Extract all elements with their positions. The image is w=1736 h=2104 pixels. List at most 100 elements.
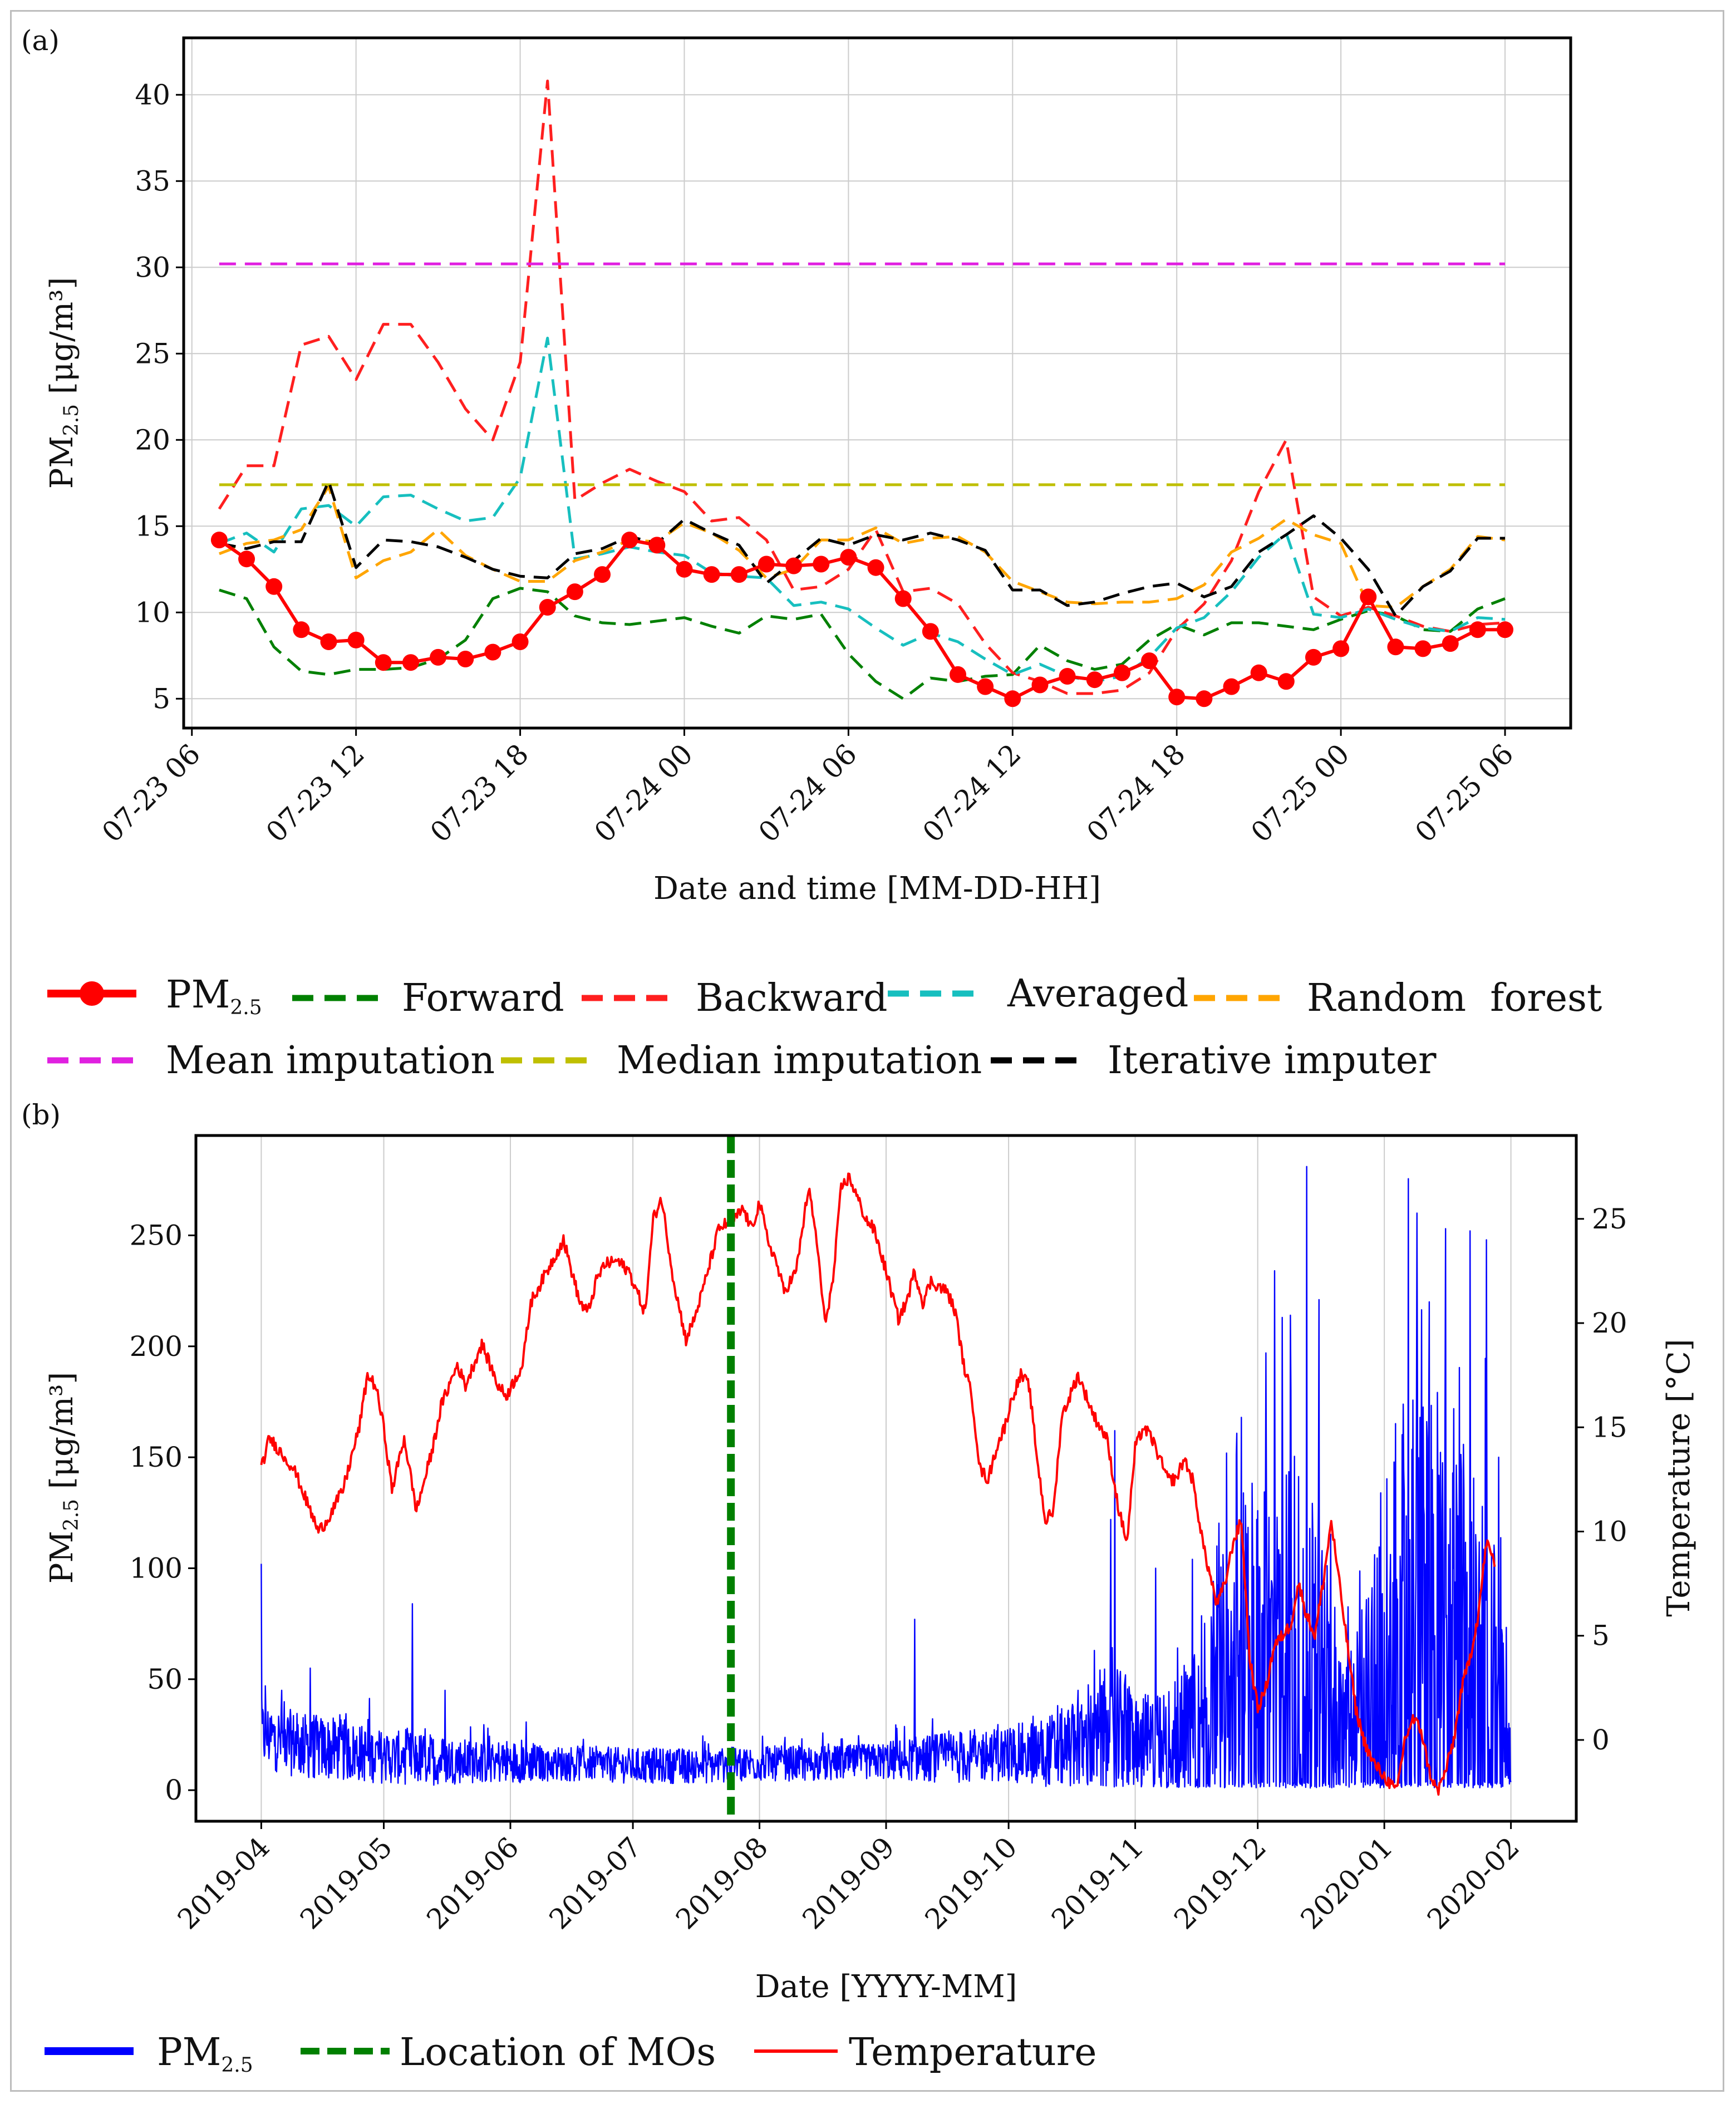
panel-b-x-tick-label: 2019-05 [294,1831,399,1935]
panel-b-x-label: Date [YYYY-MM] [755,1969,1017,2005]
legend-a-pm-marker [80,981,104,1006]
panel-b-left-y-tick-label: 200 [130,1330,183,1363]
panel-a-series [210,80,1514,707]
panel-a-pm-point [1141,652,1158,670]
panel-a-pm-point [813,556,830,573]
panel-a-pm-point [512,633,529,650]
figure-frame [10,10,1724,2092]
panel-b-right-y-tick-label: 20 [1592,1307,1627,1339]
panel-a-pm-point [402,654,419,671]
panel-a-pm-point [840,549,857,566]
panel-a-pm-point [676,561,693,578]
legend-a-averaged-label: Averaged [1007,972,1188,1016]
legend-b-temp-label: Temperature [849,2031,1097,2074]
panel-b-y-label-right: Temperature [°C] [1661,1339,1697,1616]
panel-a-x-tick-label: 07-24 18 [1081,738,1192,848]
panel-b-grid [260,1135,1512,1821]
legend-a-pm-label: PM2.5 [166,973,262,1019]
panel-a-series-forward [219,587,1506,700]
panel-b-left-y-tick-label: 150 [130,1441,183,1473]
panel-a-pm-point [594,566,611,583]
legend-a-forward: Forward [292,976,564,1020]
panel-a-pm-point [347,631,365,648]
panel-b-series [260,1135,1512,1821]
panel-a-pm-point [1414,640,1432,657]
panel-b-x-tick-label: 2020-02 [1421,1831,1526,1935]
panel-a-x-tick-label: 07-24 06 [753,738,863,848]
panel-a-x-ticks: 07-23 06 07-23 12 07-23 18 07-24 00 07-24 06… [96,728,1520,849]
panel-a-x-tick-label: 07-24 00 [588,738,699,848]
panel-a-pm-point [1031,676,1049,694]
legend-b-pm-label: PM2.5 [157,2031,253,2077]
panel-a-pm-point [922,623,939,640]
panel-a-pm-point [1387,638,1404,656]
panel-a-pm-point [375,654,392,671]
panel-b-x-tick-label: 2020-01 [1295,1831,1399,1935]
panel-a-y-tick-label: 35 [135,165,170,197]
panel-a-y-tick-label: 10 [135,596,170,628]
panel-a-series-backward [218,80,1506,695]
panel-b-right-y-tick-label: 25 [1592,1203,1627,1235]
legend-a-median: Median imputation [501,1039,982,1083]
panel-a-pm-point [210,532,228,549]
panel-b-x-ticks: 2019-04 2019-05 2019-06 2019-07 2019-08 2019-… [171,1821,1526,1935]
panel-a-pm-point [1086,671,1103,689]
panel-b-left-y-ticks: 0 50 100 150 200 250 [130,1219,196,1806]
panel-a-y-ticks: 5 10 15 20 25 30 35 40 [135,78,184,715]
panel-a-pm-point [1497,621,1514,638]
panel-a-x-tick-label: 07-25 00 [1245,738,1355,848]
panel-a-axes-frame [182,36,1572,730]
panel-b-x-tick-label: 2019-12 [1168,1831,1272,1935]
panel-b-right-y-ticks: 0 5 10 15 20 25 [1576,1203,1627,1756]
panel-b-left-y-tick-label: 0 [165,1774,183,1806]
panel-a-grid [184,38,1571,728]
legend-a-pm: PM2.5 [47,973,262,1019]
legend-a-median-label: Median imputation [617,1039,982,1083]
legend-b-mo-label: Location of MOs [400,2031,716,2074]
panel-b-x-tick-label: 2019-09 [796,1831,901,1935]
legend-a: PM2.5 Forward Backward Averaged Random f… [47,972,1602,1083]
legend-a-random-forest: Random forest [1194,976,1602,1020]
panel-a-pm-point [484,643,501,661]
panel-b-x-tick-label: 2019-10 [919,1831,1024,1935]
panel-a-series-averaged [219,336,1506,683]
panel-a-y-tick-label: 30 [135,251,170,283]
panel-b-x-tick-label: 2019-04 [171,1831,276,1935]
legend-b-temp: Temperature [754,2031,1097,2074]
panel-a-pm-point [1113,664,1130,681]
panel-a-x-tick-label: 07-23 12 [260,738,371,848]
panel-b-label: (b) [21,1099,61,1131]
panel-a-series-random-forest [219,485,1506,609]
panel-a-series-iterative-imputer [219,480,1505,617]
panel-a-y-label: PM2.5 [μg/m³] [44,277,83,489]
legend-a-mean-label: Mean imputation [166,1039,495,1083]
panel-a-pm-point [1305,648,1322,666]
panel-a-pm-point [758,556,775,573]
panel-b-y-label-left: PM2.5 [μg/m³] [44,1372,83,1584]
panel-a-y-tick-label: 20 [135,424,170,456]
panel-a-pm-point [238,550,255,568]
panel-a-pm-point [265,578,283,595]
panel-b-series-pm25 [260,1166,1512,1789]
panel-a-pm-point [648,537,666,554]
panel-b-right-y-tick-label: 5 [1592,1620,1610,1652]
panel-a-pm-point [1059,668,1076,685]
panel-b-left-y-tick-label: 250 [130,1219,183,1251]
panel-b-right-y-tick-label: 0 [1592,1724,1610,1756]
panel-a-pm-point [320,633,337,650]
panel-b-left-y-tick-label: 50 [147,1663,183,1695]
legend-a-iterative: Iterative imputer [991,1039,1437,1083]
panel-a-pm-point [430,648,447,666]
panel-a-x-tick-label: 07-23 18 [424,738,535,848]
panel-b-x-tick-label: 2019-11 [1045,1831,1150,1935]
panel-a-pm-point [1223,678,1240,695]
panel-a-pm-point [1250,664,1267,681]
panel-a-pm-point [1469,621,1486,638]
legend-b-pm: PM2.5 [45,2031,253,2077]
panel-a-pm-point [1360,588,1377,606]
panel-a-pm-point [977,678,994,695]
panel-a-pm-point [566,583,583,601]
panel-a-pm-point [1004,690,1021,707]
panel-a-pm-point [703,566,720,583]
